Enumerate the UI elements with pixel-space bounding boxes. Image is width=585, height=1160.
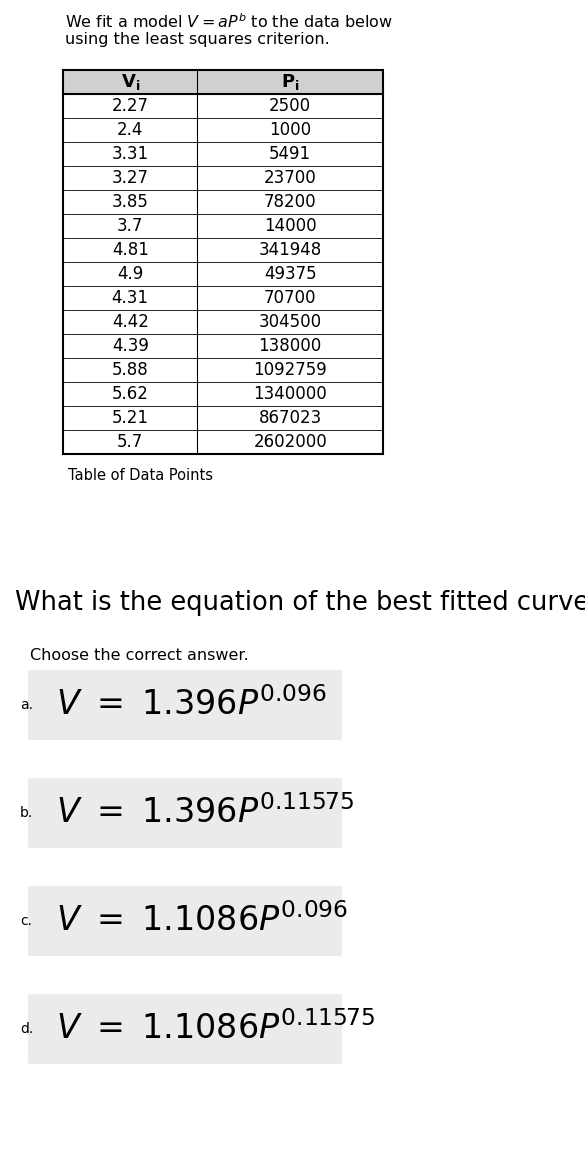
Text: 3.27: 3.27 [112, 169, 149, 187]
Text: 5491: 5491 [269, 145, 311, 164]
Text: b.: b. [20, 806, 33, 820]
Bar [63, 70, 383, 454]
Text: 1092759: 1092759 [253, 361, 327, 379]
Text: 78200: 78200 [264, 193, 316, 211]
Text: a.: a. [20, 698, 33, 712]
Text: 5.88: 5.88 [112, 361, 149, 379]
Text: 3.85: 3.85 [112, 193, 149, 211]
Text: 4.39: 4.39 [112, 338, 149, 355]
Text: Choose the correct answer.: Choose the correct answer. [30, 648, 249, 664]
Text: 2602000: 2602000 [253, 433, 327, 451]
Text: 3.31: 3.31 [112, 145, 149, 164]
Text: $\mathbf{V_i}$: $\mathbf{V_i}$ [121, 72, 140, 92]
Bar [63, 70, 383, 94]
Text: 341948: 341948 [259, 241, 322, 259]
Text: 3.7: 3.7 [117, 217, 143, 235]
Text: 138000: 138000 [259, 338, 322, 355]
Text: 2.27: 2.27 [112, 97, 149, 115]
Text: $V\ =\ 1.1086P^{0.11575}$: $V\ =\ 1.1086P^{0.11575}$ [56, 1012, 376, 1046]
Text: 49375: 49375 [264, 264, 316, 283]
FancyBboxPatch shape [28, 778, 342, 848]
Text: Table of Data Points: Table of Data Points [68, 467, 213, 483]
Text: $V\ =\ 1.396P^{0.11575}$: $V\ =\ 1.396P^{0.11575}$ [56, 796, 355, 831]
Text: 14000: 14000 [264, 217, 316, 235]
Text: We fit a model $V = aP^b$ to the data below: We fit a model $V = aP^b$ to the data be… [65, 12, 393, 30]
FancyBboxPatch shape [28, 670, 342, 740]
Text: 5.21: 5.21 [112, 409, 149, 427]
FancyBboxPatch shape [28, 886, 342, 956]
Text: 2500: 2500 [269, 97, 311, 115]
Text: 23700: 23700 [264, 169, 316, 187]
Text: 4.42: 4.42 [112, 313, 149, 331]
Text: $V\ =\ 1.396P^{0.096}$: $V\ =\ 1.396P^{0.096}$ [56, 688, 327, 723]
Text: 867023: 867023 [259, 409, 322, 427]
Text: 4.31: 4.31 [112, 289, 149, 307]
Text: 2.4: 2.4 [117, 121, 143, 139]
Text: 304500: 304500 [259, 313, 322, 331]
Text: $V\ =\ 1.1086P^{0.096}$: $V\ =\ 1.1086P^{0.096}$ [56, 904, 348, 938]
Text: 4.9: 4.9 [117, 264, 143, 283]
Text: 5.7: 5.7 [117, 433, 143, 451]
Text: What is the equation of the best fitted curve?: What is the equation of the best fitted … [15, 590, 585, 616]
Text: 70700: 70700 [264, 289, 316, 307]
Text: $\mathbf{P_i}$: $\mathbf{P_i}$ [281, 72, 300, 92]
Text: c.: c. [20, 914, 32, 928]
Text: 1340000: 1340000 [253, 385, 327, 403]
Text: 4.81: 4.81 [112, 241, 149, 259]
FancyBboxPatch shape [28, 994, 342, 1064]
Text: using the least squares criterion.: using the least squares criterion. [65, 32, 330, 48]
Text: 5.62: 5.62 [112, 385, 149, 403]
Text: 1000: 1000 [269, 121, 311, 139]
Text: d.: d. [20, 1022, 33, 1036]
